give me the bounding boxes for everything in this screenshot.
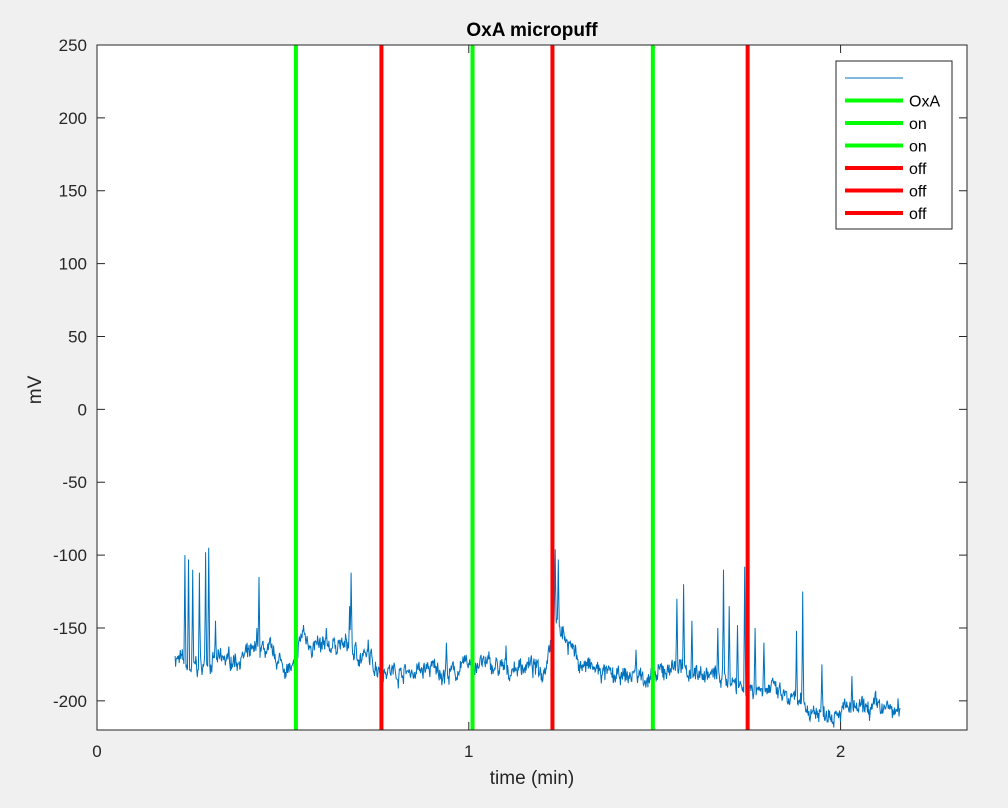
y-tick-label: -200 [53, 692, 87, 711]
y-tick-label: -50 [62, 473, 87, 492]
axes-box [96, 44, 968, 731]
y-tick-label: -100 [53, 546, 87, 565]
legend-label: off [909, 161, 927, 178]
axis-ticks: 250 200 150 100 50 0 -50 -100 -150 -200 0 1 2 [53, 36, 967, 761]
y-tick-label: 200 [59, 109, 87, 128]
y-tick-label: 100 [59, 255, 87, 274]
y-tick-label: 150 [59, 182, 87, 201]
chart-title: OxA micropuff [466, 20, 598, 41]
legend-label: OxA [909, 94, 940, 111]
y-axis-label: mV [25, 375, 46, 404]
legend-label: off [909, 184, 927, 201]
plot-area [174, 45, 901, 730]
axes-background [97, 45, 967, 730]
legend-label: on [909, 139, 927, 156]
x-tick-label: 0 [92, 742, 101, 761]
y-tick-label: 0 [78, 400, 87, 419]
x-tick-label: 2 [836, 742, 845, 761]
legend: OxA on on off off off [835, 60, 953, 230]
y-tick-label: -150 [53, 619, 87, 638]
legend-label: off [909, 206, 927, 223]
legend-label: on [909, 116, 927, 133]
x-tick-label: 1 [464, 742, 473, 761]
y-tick-label: 250 [59, 36, 87, 55]
x-axis-label: time (min) [490, 768, 574, 789]
y-tick-label: 50 [68, 327, 87, 346]
